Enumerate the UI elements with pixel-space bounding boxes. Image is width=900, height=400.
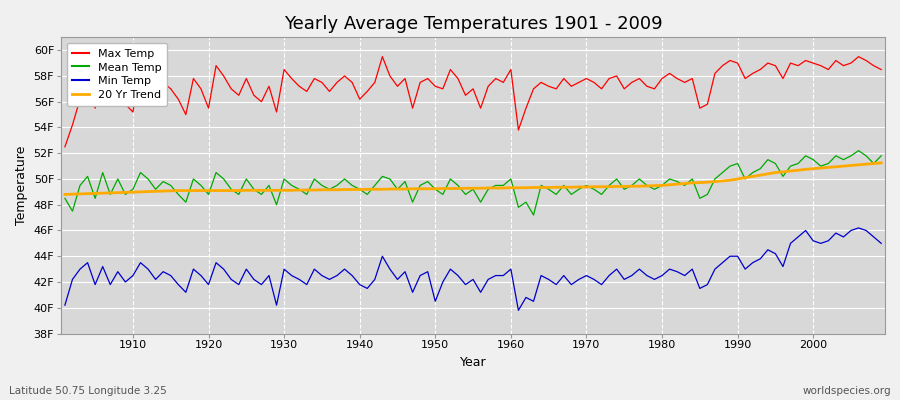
Legend: Max Temp, Mean Temp, Min Temp, 20 Yr Trend: Max Temp, Mean Temp, Min Temp, 20 Yr Tre…	[67, 43, 167, 106]
Text: Latitude 50.75 Longitude 3.25: Latitude 50.75 Longitude 3.25	[9, 386, 166, 396]
Y-axis label: Temperature: Temperature	[15, 146, 28, 225]
Text: worldspecies.org: worldspecies.org	[803, 386, 891, 396]
Title: Yearly Average Temperatures 1901 - 2009: Yearly Average Temperatures 1901 - 2009	[284, 15, 662, 33]
X-axis label: Year: Year	[460, 356, 486, 369]
